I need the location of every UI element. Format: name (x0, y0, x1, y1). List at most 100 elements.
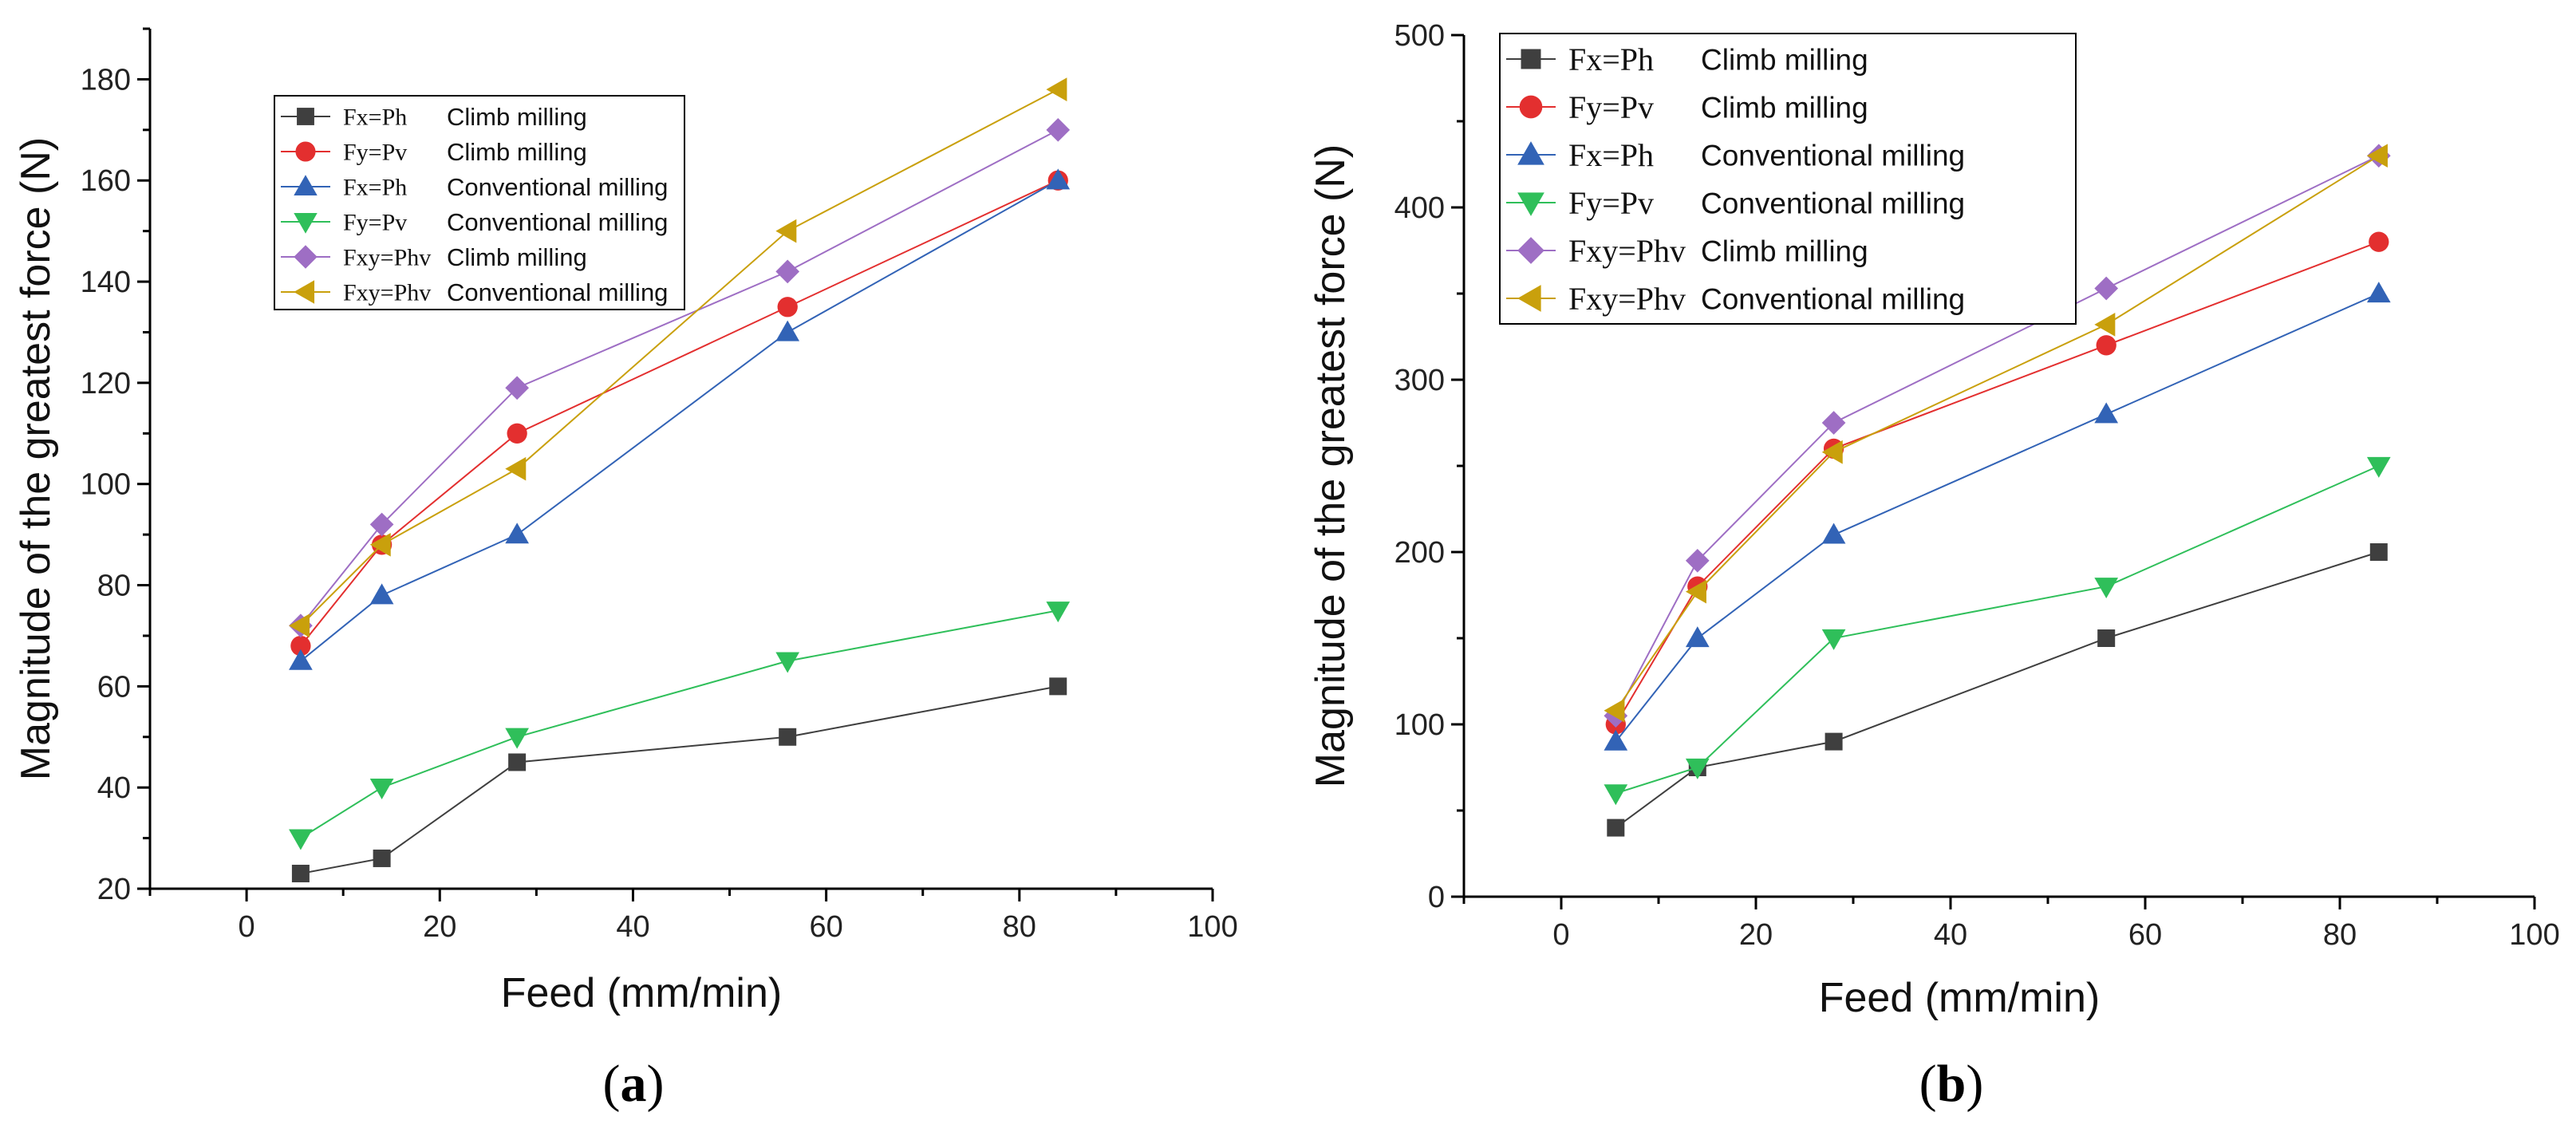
legend-description: Climb milling (447, 243, 587, 271)
data-point (505, 456, 527, 481)
data-point (1046, 168, 1071, 190)
x-tick-label: 80 (1003, 910, 1036, 944)
series-line (300, 609, 1059, 839)
legend-description: Conventional milling (447, 278, 668, 306)
y-tick-label: 160 (81, 164, 131, 198)
legend-symbol: Fxy=Phv (343, 280, 431, 306)
data-point (1046, 77, 1067, 101)
y-tick-label: 180 (81, 63, 131, 97)
series-5 (289, 77, 1067, 638)
data-point (369, 532, 391, 557)
data-point (1049, 677, 1067, 696)
legend-marker (295, 141, 316, 162)
legend-symbol: Fxy=Phv (1568, 281, 1686, 317)
legend-description: Climb milling (1701, 43, 1868, 76)
y-tick-label: 0 (1428, 881, 1445, 914)
data-point (775, 652, 800, 673)
legend-marker (294, 245, 318, 269)
legend-marker (1517, 141, 1544, 165)
legend-marker (1519, 95, 1543, 119)
legend-marker (1517, 192, 1544, 216)
data-point (2097, 629, 2116, 647)
x-tick-label: 100 (1187, 910, 1237, 944)
data-point (1604, 729, 1628, 751)
y-tick-label: 140 (81, 266, 131, 299)
y-tick-label: 100 (1395, 708, 1445, 742)
data-point (369, 779, 394, 800)
y-tick-label: 60 (97, 670, 131, 704)
data-point (2366, 456, 2391, 478)
data-point (2369, 231, 2389, 252)
legend-description: Climb milling (1701, 91, 1868, 124)
data-point (775, 219, 797, 243)
data-point (290, 635, 311, 657)
data-point (1821, 440, 1843, 464)
data-point (505, 376, 529, 400)
data-point (1685, 579, 1706, 604)
legend-entry: Fy=Pv Conventional milling (281, 208, 668, 236)
data-point (775, 320, 800, 341)
data-point (2096, 335, 2116, 356)
data-point (289, 829, 313, 850)
legend-frame (274, 95, 685, 310)
x-tick-label: 0 (239, 910, 255, 944)
x-tick-label: 80 (2323, 918, 2357, 952)
legend-symbol: Fy=Pv (343, 140, 407, 166)
legend-description: Climb milling (447, 138, 587, 166)
data-point (369, 583, 394, 605)
y-tick-label: 40 (97, 771, 131, 805)
data-point (1685, 758, 1710, 779)
legend-marker (1517, 285, 1541, 312)
data-point (1685, 626, 1710, 648)
x-tick-label: 100 (2509, 918, 2559, 952)
y-tick-label: 100 (81, 468, 131, 502)
legend-marker (294, 280, 315, 304)
legend-symbol: Fy=Pv (1568, 185, 1654, 221)
legend-symbol: Fy=Pv (343, 210, 407, 236)
x-tick-label: 60 (809, 910, 842, 944)
data-point (2366, 144, 2388, 168)
series-2 (1604, 282, 2391, 751)
y-tick-label: 20 (97, 873, 131, 906)
x-tick-label: 0 (1552, 918, 1569, 952)
data-point (289, 613, 310, 638)
series-line (300, 685, 1059, 874)
data-point (779, 728, 797, 746)
y-tick-label: 200 (1395, 536, 1445, 570)
data-point (777, 297, 798, 318)
panel-label: (b) (1919, 1055, 1984, 1113)
data-point (2369, 543, 2388, 561)
legend-entry: Fxy=Phv Conventional milling (1506, 281, 1965, 317)
legend-symbol: Fy=Pv (1568, 89, 1654, 125)
data-point (2366, 282, 2391, 303)
panel-label-close: ) (647, 1055, 665, 1113)
x-tick-label: 40 (1934, 918, 1967, 952)
x-axis-title: Feed (mm/min) (501, 970, 782, 1016)
data-point (2094, 578, 2119, 599)
legend-entry: Fxy=Phv Climb milling (281, 243, 587, 271)
y-tick-label: 80 (97, 570, 131, 603)
data-point (775, 259, 800, 284)
data-point (505, 728, 529, 749)
legend-entry: Fy=Pv Climb milling (281, 138, 587, 166)
legend-symbol: Fxy=Phv (343, 245, 431, 271)
chart-panel-a: 0 20 40 60 80 100 20 40 60 80 100 120 140 160 180 Feed … (13, 27, 1238, 1113)
legend-marker (1517, 237, 1544, 264)
legend-entry: Fx=Ph Climb milling (281, 103, 587, 131)
series-5 (1604, 144, 2388, 723)
data-point (1821, 629, 1846, 650)
data-point (505, 523, 529, 544)
series-line (1615, 465, 2380, 795)
x-tick-label: 40 (616, 910, 649, 944)
series-line (1615, 293, 2380, 743)
legend-entry: Fy=Pv Conventional milling (1506, 185, 1965, 221)
data-point (1825, 732, 1843, 751)
data-point (1821, 411, 1846, 435)
legend-entry: Fx=Ph Conventional milling (281, 173, 668, 201)
data-point (1821, 523, 1846, 544)
series-3 (1604, 456, 2391, 806)
data-point (1607, 819, 1625, 837)
series-4 (1604, 144, 2391, 728)
